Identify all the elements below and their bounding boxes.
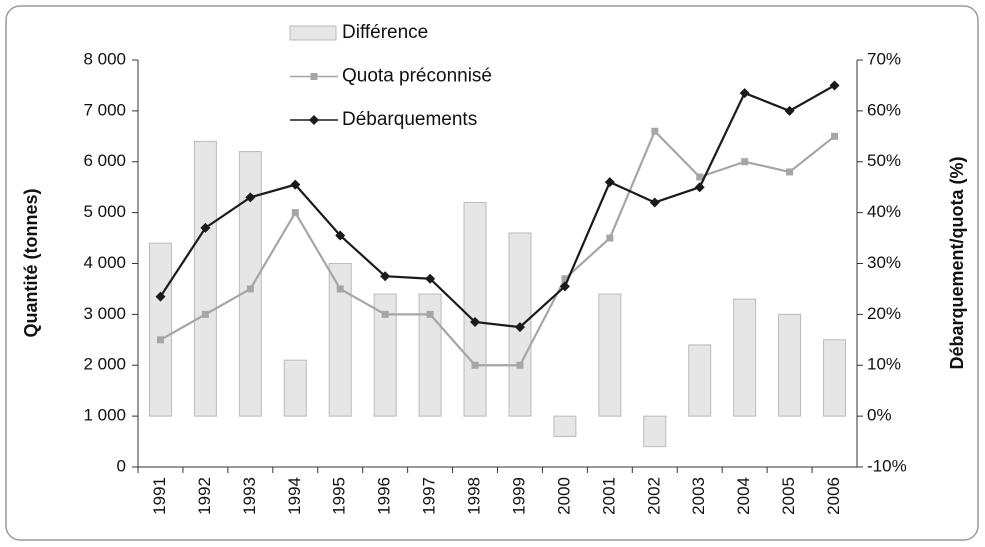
line-marker (470, 317, 481, 328)
legend-label: Quota préconnisé (342, 66, 492, 87)
x-tick-label: 1993 (240, 477, 259, 515)
x-tick-label: 1996 (375, 477, 394, 515)
bar (598, 293, 622, 417)
x-tick-label: 1995 (330, 477, 349, 515)
y2-tick-label: 50% (867, 151, 901, 170)
line-marker (200, 222, 211, 233)
bar (688, 344, 712, 417)
y-tick-label: 0 (117, 456, 126, 475)
bar (553, 415, 577, 437)
legend-label: Débarquements (342, 109, 477, 130)
x-tick-label: 2002 (644, 477, 663, 515)
bar (193, 140, 217, 417)
bar (328, 263, 352, 417)
line-marker (425, 273, 436, 284)
x-tick-label: 1999 (509, 477, 528, 515)
bar (238, 151, 262, 417)
line-marker (426, 310, 434, 318)
x-tick-label: 2006 (824, 477, 843, 515)
line-marker (291, 209, 299, 217)
line (159, 84, 836, 329)
line-marker (335, 230, 346, 241)
y2-tick-label: 70% (867, 49, 901, 68)
x-tick-label: 1991 (150, 477, 169, 515)
legend-marker (310, 73, 318, 80)
y-tick-label: 1 000 (83, 406, 126, 425)
line-marker (155, 291, 166, 302)
y-tick-label: 5 000 (83, 202, 126, 221)
y-tick-label: 4 000 (83, 253, 126, 272)
line-marker (784, 105, 795, 116)
line-marker (696, 173, 704, 181)
bar (643, 415, 667, 448)
y2-tick-label: 10% (867, 355, 901, 374)
y2-tick-label: 20% (867, 304, 901, 323)
y-tick-label: 2 000 (83, 355, 126, 374)
line-marker (829, 80, 840, 91)
line-marker (606, 234, 614, 242)
x-tick-label: 2000 (554, 477, 573, 515)
line-marker (604, 177, 615, 188)
y2-tick-label: 30% (867, 253, 901, 272)
bar (373, 293, 397, 417)
line-marker (741, 158, 749, 166)
y2-tick-label: 40% (867, 202, 901, 221)
line-marker (831, 132, 839, 140)
line (159, 129, 836, 367)
x-tick-label: 1992 (195, 477, 214, 515)
x-tick-label: 2001 (599, 477, 618, 515)
x-tick-label: 2004 (734, 477, 753, 515)
line-marker (381, 310, 389, 318)
bar (733, 298, 757, 417)
line-marker (290, 179, 301, 190)
legend-label: Différence (342, 22, 428, 43)
line-marker (514, 322, 525, 333)
bar (418, 293, 442, 417)
bar (823, 339, 847, 417)
y-tick-label: 7 000 (83, 100, 126, 119)
line-marker (246, 285, 254, 293)
x-tick-label: 1994 (285, 477, 304, 515)
line-marker (649, 197, 660, 208)
legend-swatch (289, 25, 337, 41)
y2-tick-label: -10% (867, 456, 907, 475)
x-tick-label: 2003 (689, 477, 708, 515)
line-marker (201, 310, 209, 318)
bar (778, 313, 802, 417)
line-marker (739, 88, 750, 99)
line-marker (694, 182, 705, 193)
line-marker (156, 336, 164, 344)
line-marker (651, 127, 659, 135)
bar (283, 359, 307, 417)
line-marker (336, 285, 344, 293)
line-marker (516, 361, 524, 369)
x-tick-label: 2005 (779, 477, 798, 515)
line-marker (245, 192, 256, 203)
line-marker (471, 361, 479, 369)
line-marker (380, 271, 391, 282)
bar (148, 242, 172, 417)
y-tick-label: 6 000 (83, 151, 126, 170)
line-marker (786, 168, 794, 176)
y2-axis-title: Débarquement/quota (%) (947, 156, 967, 369)
y-tick-label: 3 000 (83, 304, 126, 323)
legend-marker (309, 115, 319, 125)
line-marker (559, 281, 570, 292)
y-tick-label: 8 000 (83, 49, 126, 68)
y-axis-title: Quantité (tonnes) (21, 189, 41, 338)
x-tick-label: 1998 (465, 477, 484, 515)
y2-tick-label: 0% (867, 406, 892, 425)
bar (463, 201, 487, 417)
y2-tick-label: 60% (867, 100, 901, 119)
x-tick-label: 1997 (420, 477, 439, 515)
line-marker (561, 275, 569, 283)
